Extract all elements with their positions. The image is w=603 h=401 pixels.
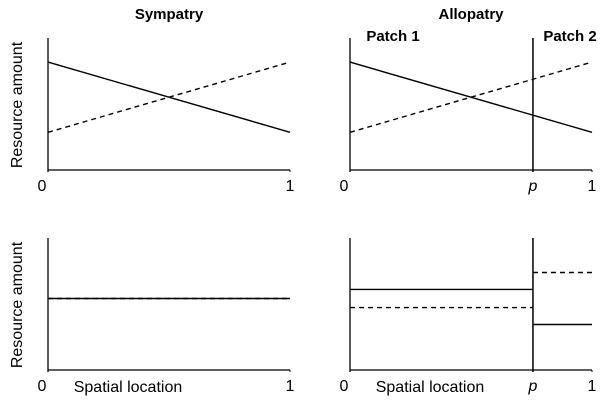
x-tick-label: p — [527, 178, 537, 195]
series-line — [47, 61, 291, 133]
series-line — [349, 61, 593, 133]
x-tick-label: p — [527, 378, 537, 395]
series-line — [350, 288, 592, 326]
series-line — [47, 61, 291, 133]
y-axis-label: Resource amount — [9, 41, 26, 168]
x-tick-label: 1 — [286, 378, 295, 395]
x-tick-label: 1 — [286, 178, 295, 195]
annotation: Patch 1 — [366, 28, 419, 45]
x-tick-label: 1 — [588, 378, 597, 395]
x-tick-label: 0 — [340, 378, 349, 395]
x-tick-label: 0 — [340, 178, 349, 195]
panel-title: Sympatry — [135, 6, 204, 23]
series-line — [349, 61, 593, 133]
y-axis-label: Resource amount — [9, 241, 26, 368]
x-tick-label: 0 — [38, 378, 47, 395]
x-tick-label: 0 — [38, 178, 47, 195]
panel-title: Allopatry — [438, 6, 504, 23]
annotation: Patch 2 — [543, 28, 596, 45]
x-tick-label: 1 — [588, 178, 597, 195]
series-line — [350, 271, 592, 309]
x-axis-label: Spatial location — [74, 379, 183, 396]
x-axis-label: Spatial location — [376, 379, 485, 396]
